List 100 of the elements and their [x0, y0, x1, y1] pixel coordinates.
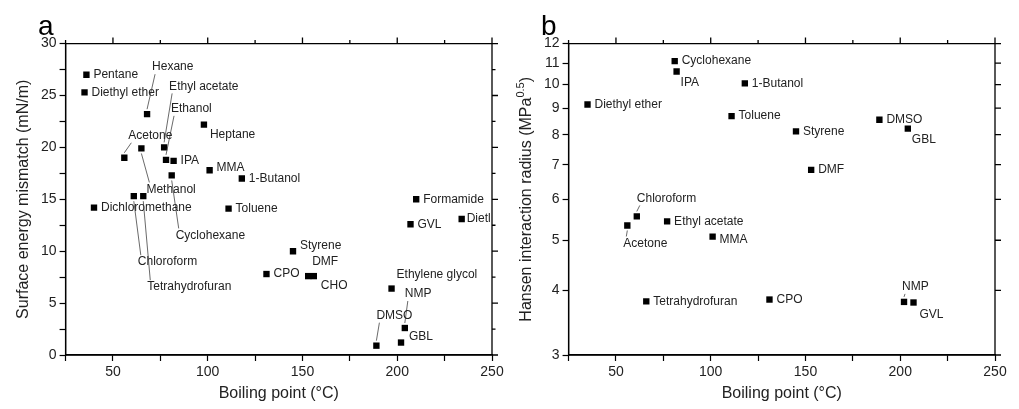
x-tick-label: 250 — [983, 363, 1007, 380]
point — [373, 342, 380, 349]
point — [766, 296, 773, 303]
annotation: IPA — [680, 74, 700, 89]
annotation: DMSO — [886, 112, 923, 127]
y-tick-label: 4 — [551, 281, 560, 298]
annotation: Chloroform — [636, 190, 697, 205]
annotation: CPO — [776, 291, 803, 306]
annotation: Acetone — [623, 235, 668, 250]
point — [397, 339, 405, 346]
point — [904, 125, 911, 132]
y-tick-label: 10 — [40, 242, 57, 259]
annotation: CPO — [273, 266, 300, 281]
annotation: Dichloromethane — [101, 199, 193, 214]
y-tick-label: 8 — [551, 125, 560, 142]
point — [121, 154, 128, 161]
point — [458, 215, 465, 223]
y-tick-label: 20 — [40, 138, 57, 155]
point — [160, 144, 168, 151]
annotation: NMP — [902, 279, 929, 294]
annotation: DMF — [312, 254, 339, 269]
point — [225, 205, 232, 212]
x-tick-label: 250 — [480, 363, 504, 380]
point — [709, 233, 716, 240]
x-tick-label: 200 — [888, 363, 913, 380]
y-tick-label: 6 — [551, 190, 560, 207]
y-axis-title: Hansen interaction radius (MPa0.5) — [514, 76, 535, 322]
annotation: MMA — [719, 232, 748, 246]
annotation: GVL — [417, 216, 442, 231]
y-axis-title: Surface energy mismatch (mN/m) — [14, 79, 32, 319]
point — [238, 175, 246, 182]
x-tick-label: 200 — [385, 363, 410, 380]
point — [263, 270, 270, 278]
point — [138, 145, 145, 152]
x-tick-label: 100 — [699, 363, 723, 380]
point — [673, 68, 680, 75]
annotation: DMSO — [376, 307, 413, 322]
annotation: Cyclohexane — [681, 53, 752, 68]
annotation: Tetrahydrofuran — [147, 279, 232, 294]
annotation: Ethylene glycol — [396, 266, 478, 281]
annotation: GBL — [409, 328, 434, 343]
annotation: Styrene — [300, 237, 342, 252]
point — [90, 204, 98, 211]
y-tick-label: 7 — [551, 155, 560, 172]
point — [910, 299, 917, 306]
point — [200, 121, 208, 128]
y-tick-label: 11 — [545, 54, 560, 70]
annotation: Styrene — [803, 123, 845, 138]
y-tick-label: 3 — [551, 345, 560, 362]
annotation: Dietl — [466, 211, 491, 226]
annotation: Hexane — [152, 59, 194, 74]
annotation: Toluene — [235, 200, 278, 215]
point — [584, 101, 591, 108]
annotation: GBL — [911, 131, 937, 146]
annotation: Methanol — [146, 181, 196, 196]
annotation: Heptane — [209, 126, 256, 141]
point — [876, 116, 883, 123]
annotation: 1-Butanol — [751, 75, 804, 90]
point — [83, 71, 90, 78]
x-tick-label: 150 — [290, 363, 315, 380]
point — [624, 222, 631, 229]
annotation: Ethyl acetate — [169, 78, 239, 93]
y-tick-label: 15 — [40, 190, 57, 207]
point — [633, 213, 640, 220]
point — [728, 112, 735, 120]
annotation: Ethanol — [171, 101, 212, 116]
annotation: NMP — [404, 286, 432, 301]
point — [170, 157, 177, 165]
point — [407, 221, 414, 228]
x-axis-title: Boiling point (°C) — [721, 383, 842, 401]
x-tick-label: 50 — [608, 363, 624, 380]
y-tick-label: 5 — [48, 293, 57, 310]
y-tick-label: 5 — [551, 231, 560, 248]
annotation: GVL — [919, 306, 944, 321]
point — [792, 128, 800, 135]
y-tick-label: 0 — [48, 345, 57, 362]
annotation: Chloroform — [137, 254, 198, 269]
x-tick-label: 150 — [793, 363, 818, 380]
point — [81, 89, 88, 96]
annotation: Cyclohexane — [175, 227, 246, 242]
point — [206, 167, 213, 174]
y-tick-label: 10 — [543, 75, 560, 92]
point — [168, 172, 175, 179]
x-tick-label: 50 — [105, 363, 121, 380]
annotation: Acetone — [128, 128, 173, 143]
y-tick-label: 9 — [551, 99, 560, 116]
annotation: Toluene — [738, 108, 781, 123]
annotation: IPA — [180, 153, 200, 168]
annotation: CHO — [320, 278, 348, 293]
y-tick-label: 25 — [40, 86, 57, 103]
annotation: Ethyl acetate — [674, 213, 744, 228]
annotation: Diethyl ether — [594, 96, 662, 111]
annotation: Diethyl ether — [91, 84, 159, 99]
point — [741, 80, 749, 87]
annotation: Formamide — [423, 191, 485, 206]
point — [388, 285, 395, 292]
annotation: DMF — [818, 162, 845, 177]
annotation: 1-Butanol — [248, 170, 301, 185]
x-tick-label: 100 — [196, 363, 220, 380]
annotation: MMA — [216, 159, 245, 174]
